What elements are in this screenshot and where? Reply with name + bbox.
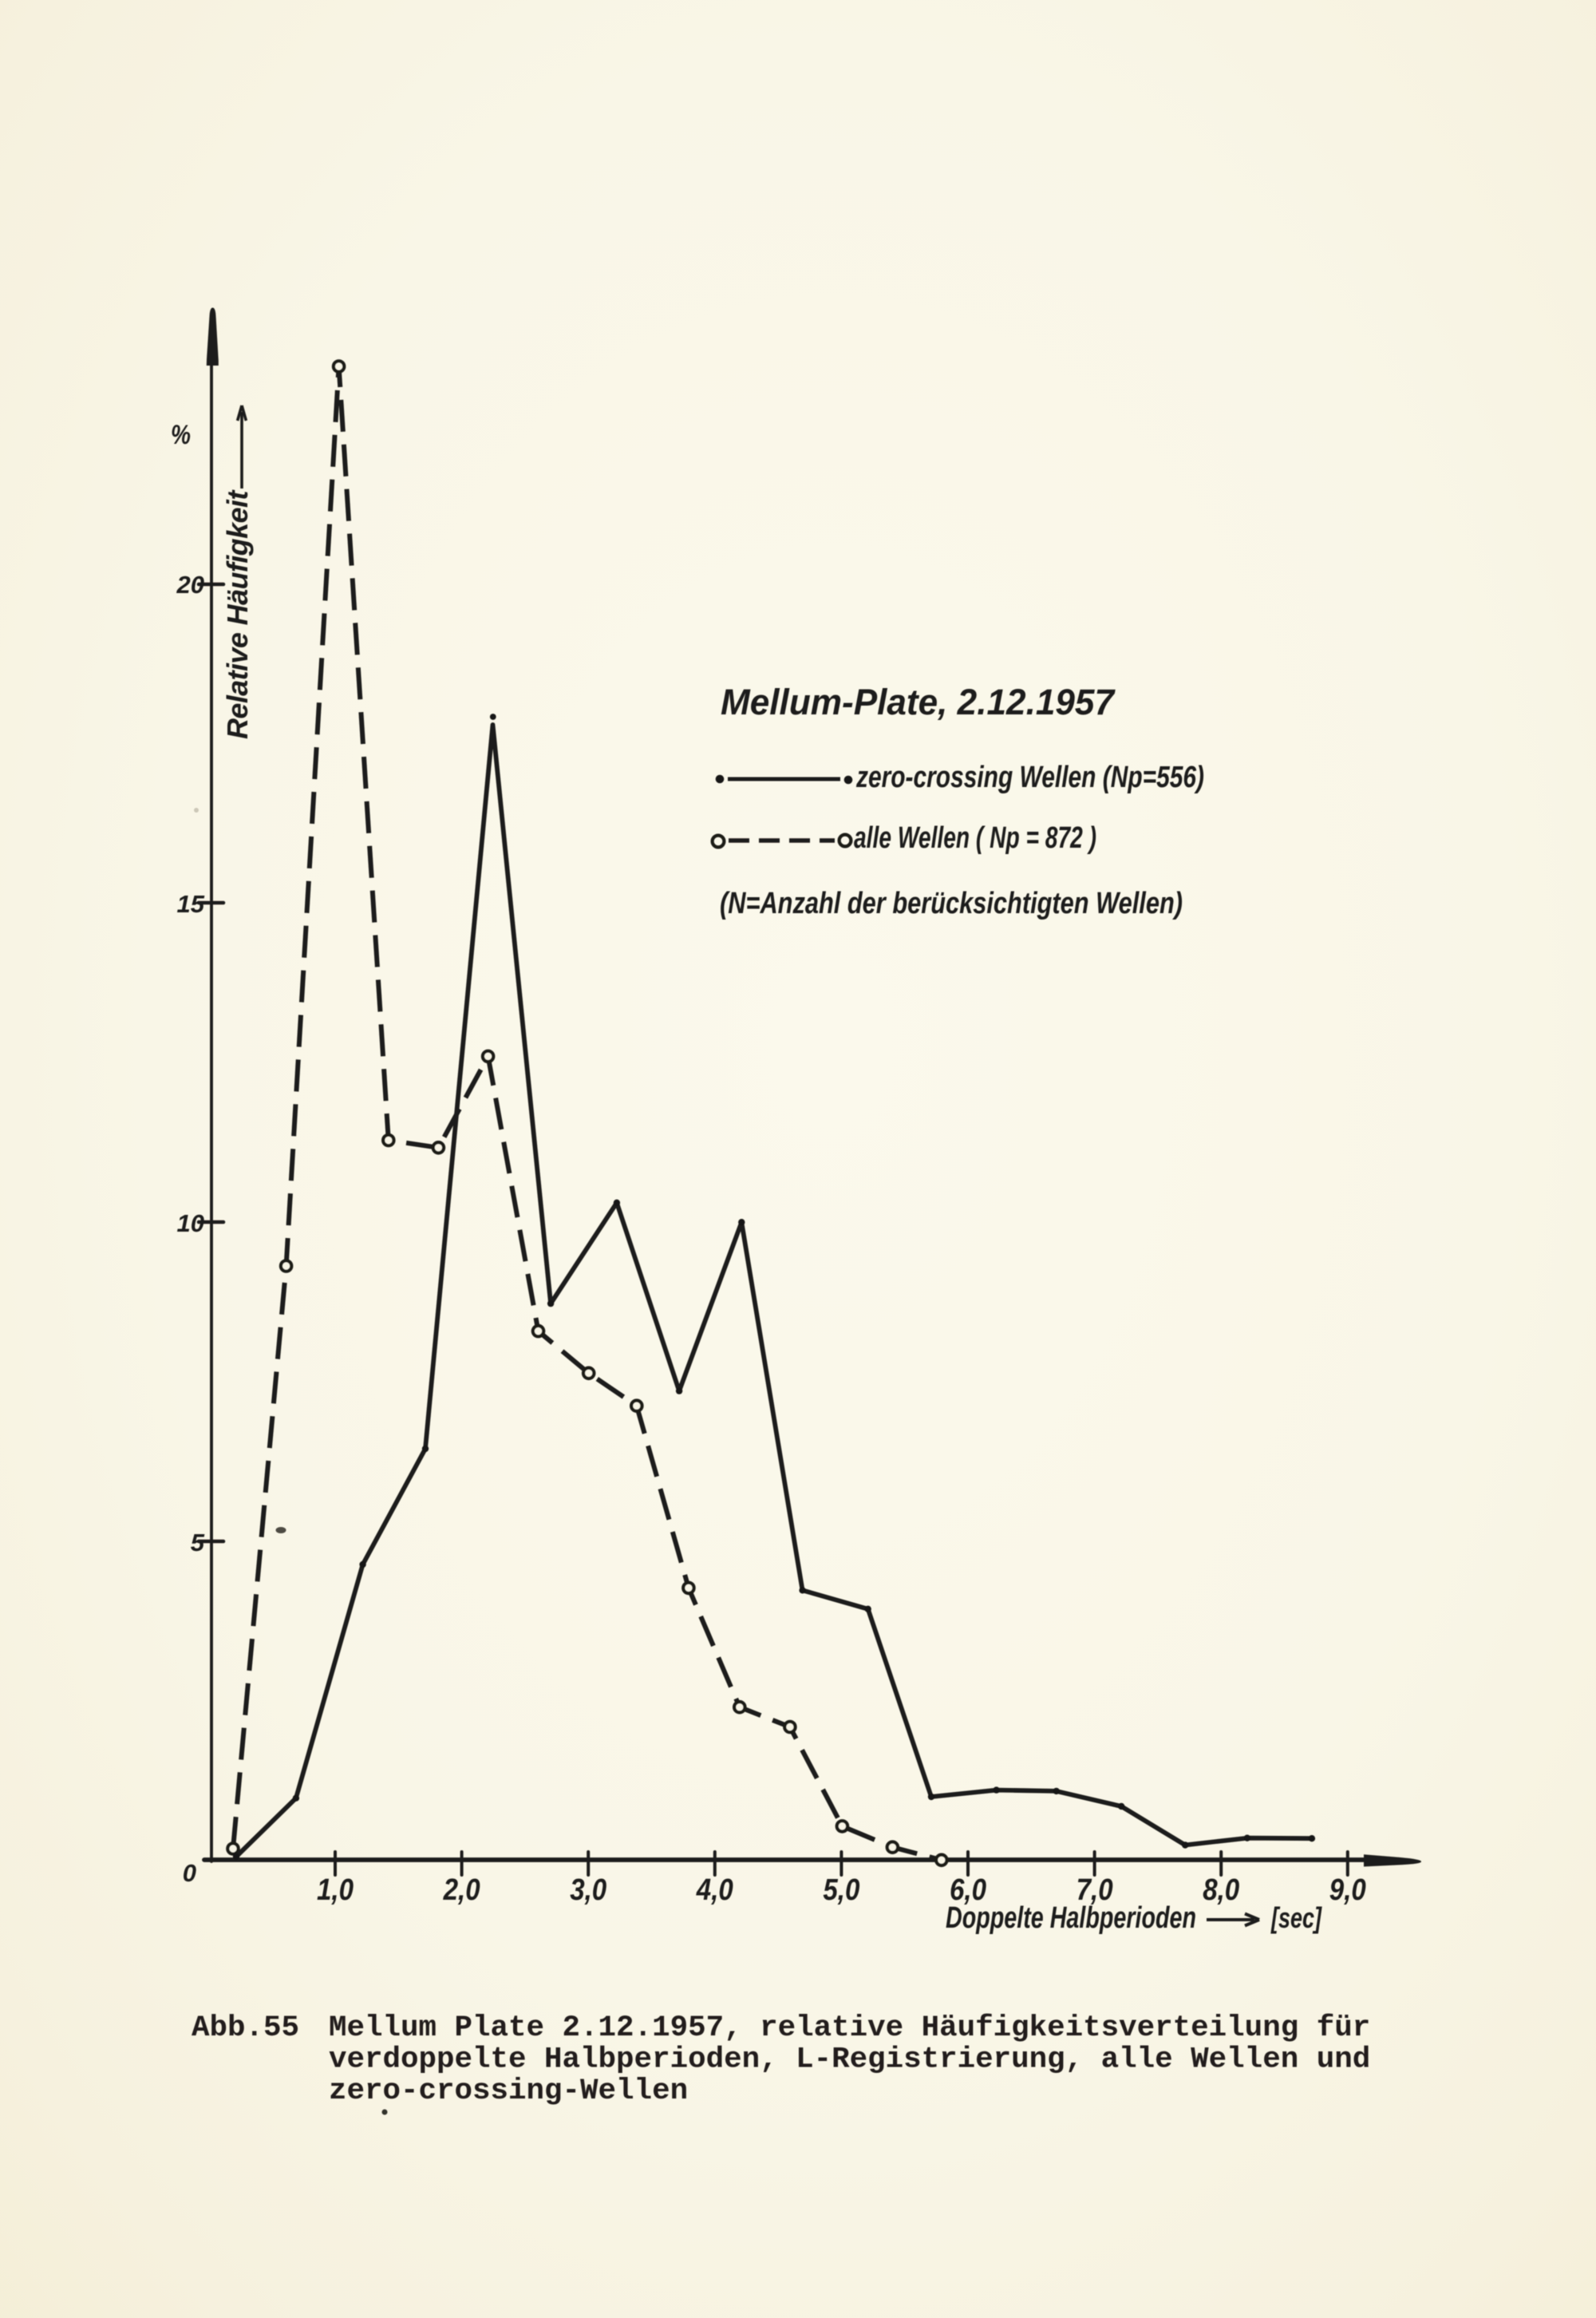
svg-text:15: 15	[177, 890, 205, 918]
svg-text:7,0: 7,0	[1077, 1873, 1113, 1907]
svg-text:verdoppelte Halbperioden, L-Re: verdoppelte Halbperioden, L-Registrierun…	[329, 2043, 1370, 2077]
svg-text:Abb.55: Abb.55	[192, 2011, 299, 2045]
svg-text:20: 20	[176, 571, 204, 599]
svg-text:10: 10	[177, 1209, 204, 1237]
svg-text:Doppelte Halbperioden: Doppelte Halbperioden	[946, 1901, 1196, 1935]
svg-text:zero-crossing Wellen (Np=556): zero-crossing Wellen (Np=556)	[855, 761, 1204, 794]
svg-text:5: 5	[191, 1529, 205, 1557]
svg-text:alle Wellen ( Np = 872 ): alle Wellen ( Np = 872 )	[854, 821, 1096, 855]
svg-text:zero-crossing-Wellen: zero-crossing-Wellen	[329, 2075, 688, 2108]
svg-text:Mellum Plate 2.12.1957, relati: Mellum Plate 2.12.1957, relative Häufigk…	[329, 2011, 1370, 2045]
svg-text:[sec]: [sec]	[1270, 1901, 1322, 1934]
svg-text:(N=Anzahl der berücksichtigten: (N=Anzahl der berücksichtigten Wellen)	[720, 887, 1183, 920]
svg-text:5,0: 5,0	[823, 1873, 859, 1907]
svg-text:6,0: 6,0	[950, 1873, 986, 1907]
svg-text:1,0: 1,0	[317, 1873, 354, 1907]
svg-text:Relative Häufigkeit: Relative Häufigkeit	[221, 489, 254, 739]
svg-text:Mellum-Plate, 2.12.1957: Mellum-Plate, 2.12.1957	[721, 682, 1116, 722]
svg-text:2,0: 2,0	[443, 1873, 480, 1907]
svg-text:0: 0	[183, 1859, 196, 1887]
svg-text:4,0: 4,0	[696, 1873, 733, 1907]
svg-text:3,0: 3,0	[570, 1873, 606, 1907]
svg-text:%: %	[171, 420, 191, 450]
svg-text:9,0: 9,0	[1329, 1873, 1366, 1907]
svg-text:8,0: 8,0	[1203, 1873, 1239, 1907]
